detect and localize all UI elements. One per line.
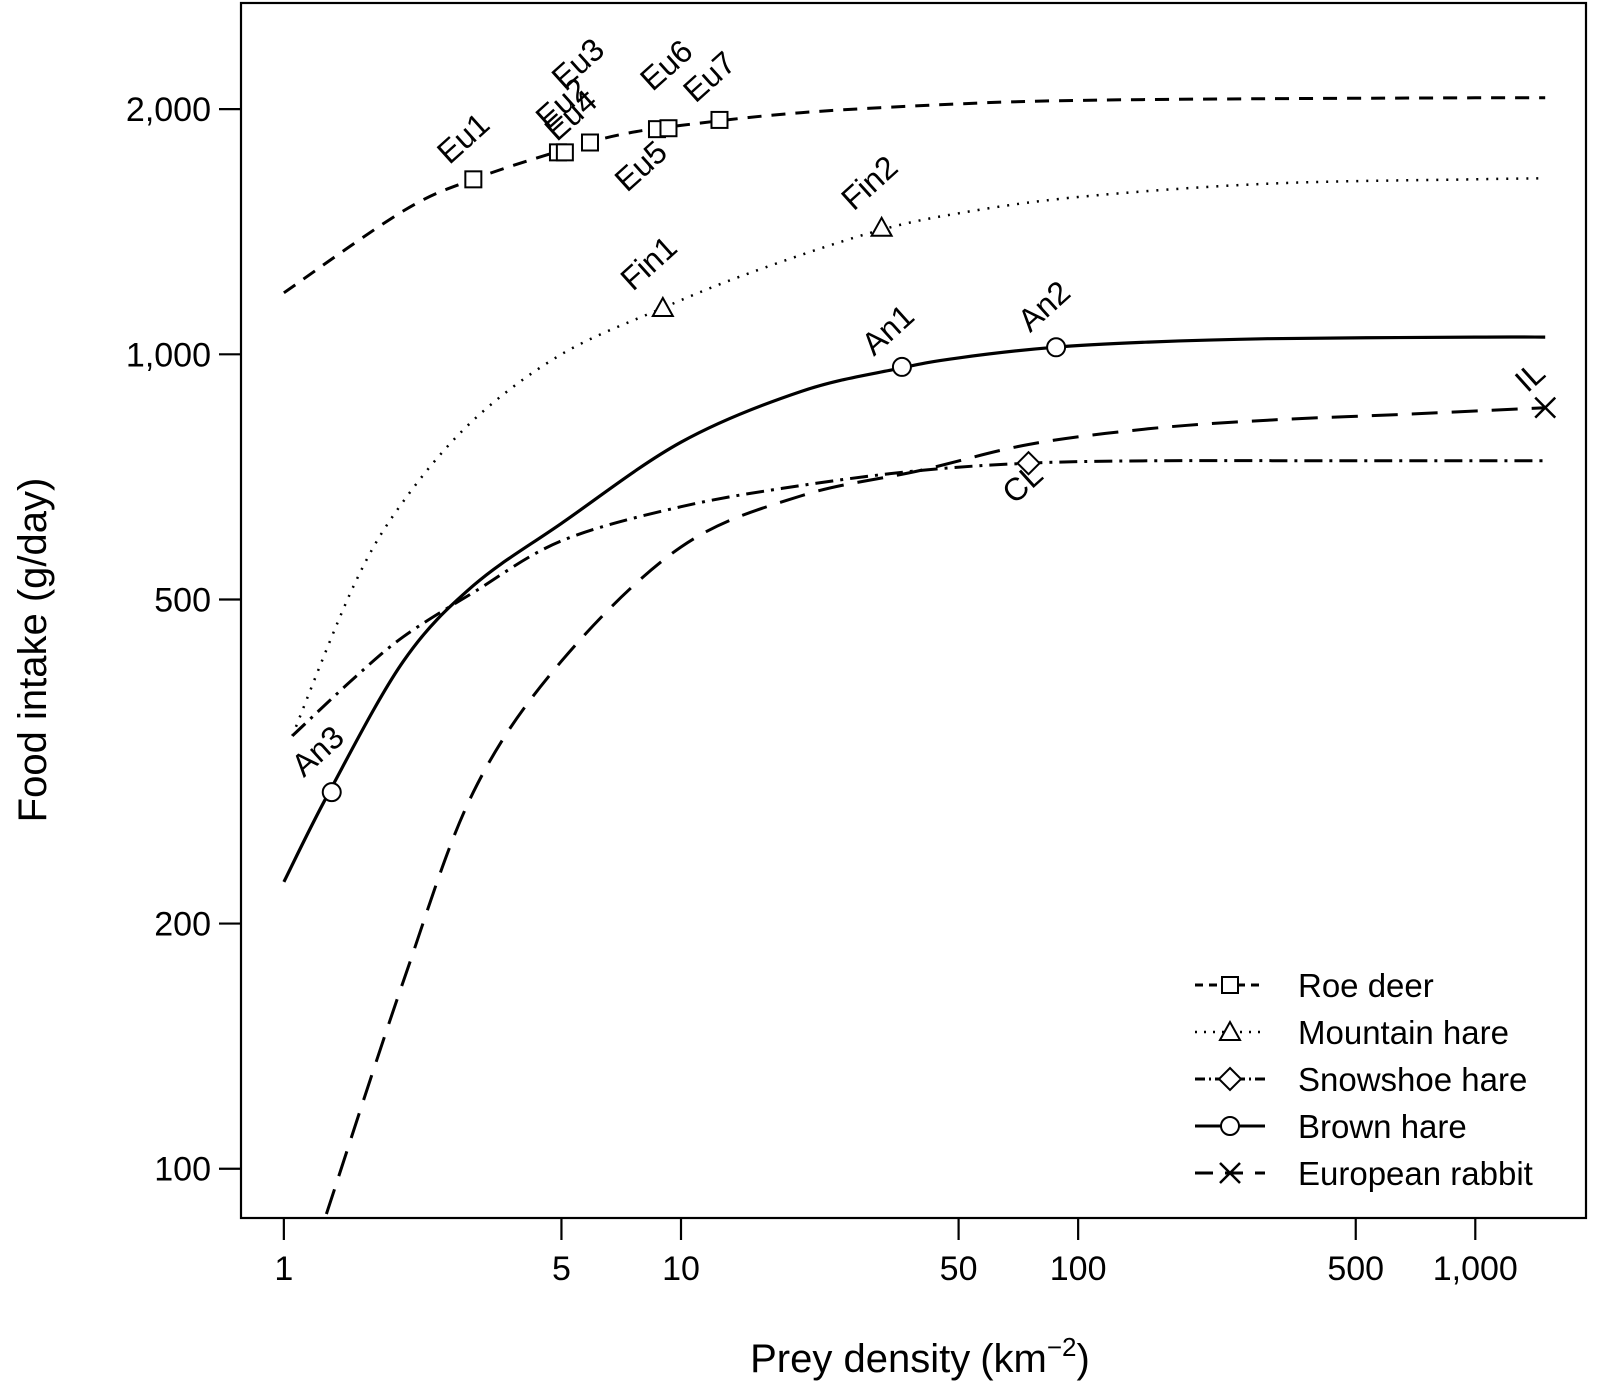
snowshoe-hare-point <box>1016 450 1041 476</box>
legend-marker-european-rabbit <box>1219 1162 1241 1184</box>
x-tick-label: 5 <box>552 1250 571 1288</box>
snowshoe-hare-curve <box>291 459 1546 737</box>
point-label-eu1: Eu1 <box>430 106 496 171</box>
legend-label-mountain-hare: Mountain hare <box>1298 1014 1509 1051</box>
y-tick-label: 200 <box>154 906 211 944</box>
brown-hare-point <box>321 782 342 803</box>
roe-deer-point <box>464 170 483 189</box>
y-tick-label: 100 <box>154 1151 211 1189</box>
x-tick-label: 50 <box>940 1250 978 1288</box>
roe-deer-point <box>710 110 729 129</box>
mountain-hare-point <box>651 295 675 317</box>
legend-label-brown-hare: Brown hare <box>1298 1108 1467 1145</box>
point-label-fin2: Fin2 <box>834 149 904 217</box>
legend-marker-brown-hare <box>1220 1116 1240 1136</box>
x-tick-label: 10 <box>662 1250 700 1288</box>
legend-label-roe-deer: Roe deer <box>1298 967 1434 1004</box>
roe-deer-curve <box>283 96 1546 295</box>
point-label-eu5: Eu5 <box>608 134 674 199</box>
point-label-an2: An2 <box>1011 274 1077 339</box>
y-axis-title: Food intake (g/day) <box>11 478 55 823</box>
roe-deer-point <box>659 119 678 138</box>
legend-marker-mountain-hare <box>1218 1019 1242 1041</box>
brown-hare-point <box>891 356 912 377</box>
plot-border <box>239 1 1588 1220</box>
x-tick-label: 1 <box>274 1250 293 1288</box>
y-tick-label: 2,000 <box>126 91 211 129</box>
legend: Roe deer Mountain hare Snowshoe hare Brown … <box>1195 967 1533 1192</box>
european-rabbit-point <box>1534 396 1557 419</box>
point-label-an1: An1 <box>855 297 921 362</box>
point-label-il: IL <box>1508 354 1552 399</box>
x-axis: 1 5 10 50 100 500 1,000 <box>274 1218 1518 1288</box>
legend-label-european-rabbit: European rabbit <box>1298 1155 1533 1192</box>
y-axis: 100 200 500 1,000 2,000 <box>126 91 241 1189</box>
legend-marker-roe-deer <box>1221 976 1239 994</box>
x-tick-label: 100 <box>1050 1250 1107 1288</box>
mountain-hare-curve <box>291 177 1546 737</box>
legend-label-snowshoe-hare: Snowshoe hare <box>1298 1061 1527 1098</box>
data-points <box>321 110 1557 803</box>
brown-hare-point <box>1046 337 1067 358</box>
x-axis-title: Prey density (km−2) <box>750 1332 1090 1381</box>
roe-deer-point <box>555 143 574 162</box>
plot-frame <box>239 1 1588 1220</box>
brown-hare-curve <box>282 335 1546 883</box>
legend-marker-snowshoe-hare <box>1217 1066 1243 1092</box>
roe-deer-point <box>580 133 599 152</box>
point-label-fin1: Fin1 <box>613 229 683 297</box>
x-tick-label: 1,000 <box>1433 1250 1518 1288</box>
series-curves <box>282 96 1546 1215</box>
mountain-hare-point <box>869 215 894 237</box>
y-tick-label: 1,000 <box>126 336 211 374</box>
y-tick-label: 500 <box>154 581 211 619</box>
x-tick-label: 500 <box>1327 1250 1384 1288</box>
